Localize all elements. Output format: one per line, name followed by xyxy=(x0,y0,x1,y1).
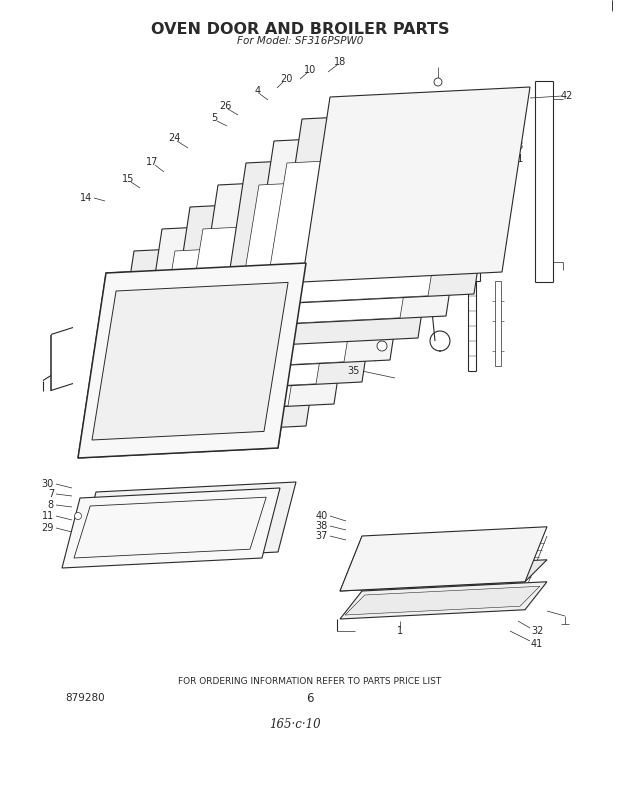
Polygon shape xyxy=(180,221,367,370)
Polygon shape xyxy=(92,282,288,440)
Text: 8: 8 xyxy=(48,500,54,510)
Text: 879280: 879280 xyxy=(65,693,105,703)
Text: 40: 40 xyxy=(316,511,328,521)
Text: 20: 20 xyxy=(280,74,292,84)
Text: 11: 11 xyxy=(42,511,54,521)
Text: 34: 34 xyxy=(348,353,360,363)
Polygon shape xyxy=(236,177,423,326)
Text: For Model: SF316PSPW0: For Model: SF316PSPW0 xyxy=(237,36,363,46)
Polygon shape xyxy=(264,155,451,304)
Text: 23: 23 xyxy=(511,141,523,151)
Text: 18: 18 xyxy=(334,57,346,67)
Text: 29: 29 xyxy=(42,523,54,533)
Text: 5: 5 xyxy=(211,113,217,123)
Polygon shape xyxy=(340,582,547,619)
Text: 2: 2 xyxy=(354,341,360,351)
Polygon shape xyxy=(218,153,446,348)
Circle shape xyxy=(434,78,442,86)
Polygon shape xyxy=(152,243,339,392)
Text: 30: 30 xyxy=(42,479,54,489)
Circle shape xyxy=(377,341,387,351)
Polygon shape xyxy=(340,527,547,591)
Text: 35: 35 xyxy=(348,366,360,376)
Text: 27: 27 xyxy=(347,329,360,339)
Polygon shape xyxy=(134,219,362,414)
Polygon shape xyxy=(74,498,266,558)
Text: 15: 15 xyxy=(122,174,134,184)
Text: 32: 32 xyxy=(531,626,543,636)
Text: 6: 6 xyxy=(306,692,314,704)
Polygon shape xyxy=(78,263,306,458)
Text: 24: 24 xyxy=(168,133,180,143)
Text: 41: 41 xyxy=(531,639,543,649)
Text: 165·c·10: 165·c·10 xyxy=(269,718,321,730)
Circle shape xyxy=(74,512,81,520)
Polygon shape xyxy=(246,131,474,326)
Polygon shape xyxy=(124,265,311,414)
Text: 42: 42 xyxy=(561,91,573,101)
Text: 4: 4 xyxy=(255,86,261,96)
Polygon shape xyxy=(106,241,334,436)
Text: eReplacementParts.com: eReplacementParts.com xyxy=(208,362,302,370)
Polygon shape xyxy=(78,263,306,458)
Text: 17: 17 xyxy=(146,157,158,167)
Polygon shape xyxy=(62,488,280,568)
Polygon shape xyxy=(190,175,418,370)
Polygon shape xyxy=(274,109,502,304)
Text: 21: 21 xyxy=(511,154,523,164)
Polygon shape xyxy=(345,586,540,615)
Text: 38: 38 xyxy=(316,521,328,531)
Polygon shape xyxy=(340,560,547,591)
Polygon shape xyxy=(302,87,530,282)
Polygon shape xyxy=(78,482,296,562)
Text: OVEN DOOR AND BROILER PARTS: OVEN DOOR AND BROILER PARTS xyxy=(151,23,450,38)
Polygon shape xyxy=(162,197,390,392)
Text: FOR ORDERING INFORMATION REFER TO PARTS PRICE LIST: FOR ORDERING INFORMATION REFER TO PARTS … xyxy=(179,677,441,685)
Text: 37: 37 xyxy=(316,531,328,541)
Text: 7: 7 xyxy=(48,489,54,499)
Text: 14: 14 xyxy=(80,193,92,203)
Text: 10: 10 xyxy=(304,65,316,75)
Text: 1: 1 xyxy=(397,626,403,636)
Text: 26: 26 xyxy=(219,101,231,111)
